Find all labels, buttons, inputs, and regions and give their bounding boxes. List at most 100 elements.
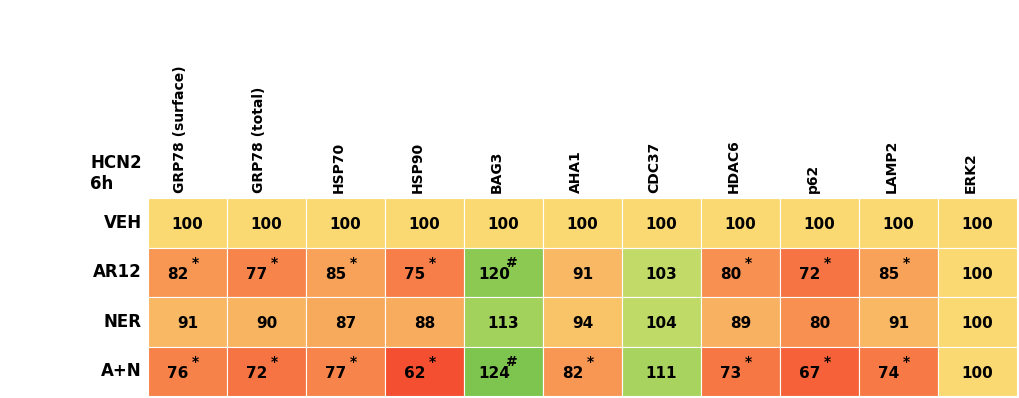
Text: 72: 72 bbox=[799, 267, 820, 282]
Text: 100: 100 bbox=[961, 217, 993, 232]
Bar bbox=[780, 248, 858, 297]
Bar bbox=[464, 347, 542, 396]
Text: 74: 74 bbox=[877, 366, 899, 381]
Text: *: * bbox=[428, 256, 435, 270]
Text: VEH: VEH bbox=[104, 214, 142, 232]
Text: HSP90: HSP90 bbox=[410, 142, 424, 193]
Text: 72: 72 bbox=[247, 366, 267, 381]
Bar bbox=[227, 347, 306, 396]
Bar bbox=[148, 347, 227, 396]
Text: 100: 100 bbox=[251, 217, 282, 232]
Text: *: * bbox=[271, 256, 278, 270]
Text: 100: 100 bbox=[961, 267, 993, 282]
Text: p62: p62 bbox=[805, 164, 818, 193]
Text: 77: 77 bbox=[325, 366, 346, 381]
Text: 91: 91 bbox=[888, 316, 908, 331]
Bar bbox=[858, 347, 937, 396]
Text: GRP78 (surface): GRP78 (surface) bbox=[173, 65, 187, 193]
Text: ERK2: ERK2 bbox=[963, 152, 976, 193]
Bar bbox=[464, 198, 542, 248]
Text: *: * bbox=[428, 355, 435, 369]
Text: 124: 124 bbox=[478, 366, 510, 381]
Text: AR12: AR12 bbox=[93, 263, 142, 281]
Text: 77: 77 bbox=[247, 267, 267, 282]
Bar bbox=[937, 297, 1016, 347]
Text: CDC37: CDC37 bbox=[647, 142, 661, 193]
Text: 91: 91 bbox=[572, 267, 592, 282]
Text: 100: 100 bbox=[567, 217, 598, 232]
Text: #: # bbox=[505, 355, 517, 369]
Text: 67: 67 bbox=[799, 366, 820, 381]
Bar bbox=[542, 248, 622, 297]
Text: *: * bbox=[350, 355, 357, 369]
Text: 88: 88 bbox=[414, 316, 435, 331]
Text: HSP70: HSP70 bbox=[331, 142, 345, 193]
Text: 82: 82 bbox=[167, 267, 189, 282]
Text: 91: 91 bbox=[176, 316, 198, 331]
Bar bbox=[306, 248, 384, 297]
Text: GRP78 (total): GRP78 (total) bbox=[253, 87, 266, 193]
Bar bbox=[542, 297, 622, 347]
Text: 104: 104 bbox=[645, 316, 677, 331]
Text: 80: 80 bbox=[808, 316, 829, 331]
Text: 76: 76 bbox=[167, 366, 189, 381]
Bar bbox=[622, 297, 700, 347]
Text: 120: 120 bbox=[478, 267, 510, 282]
Bar bbox=[937, 347, 1016, 396]
Text: *: * bbox=[586, 355, 593, 369]
Bar bbox=[306, 297, 384, 347]
Text: LAMP2: LAMP2 bbox=[883, 140, 898, 193]
Bar bbox=[148, 248, 227, 297]
Bar bbox=[858, 248, 937, 297]
Bar bbox=[148, 198, 227, 248]
Text: *: * bbox=[192, 355, 199, 369]
Text: 111: 111 bbox=[645, 366, 677, 381]
Bar bbox=[306, 347, 384, 396]
Text: 100: 100 bbox=[409, 217, 440, 232]
Bar bbox=[542, 347, 622, 396]
Text: *: * bbox=[902, 355, 909, 369]
Bar bbox=[384, 297, 464, 347]
Bar bbox=[700, 297, 780, 347]
Text: 100: 100 bbox=[329, 217, 361, 232]
Text: 80: 80 bbox=[719, 267, 741, 282]
Text: *: * bbox=[271, 355, 278, 369]
Text: 113: 113 bbox=[487, 316, 519, 331]
Text: 100: 100 bbox=[961, 366, 993, 381]
Text: 100: 100 bbox=[881, 217, 913, 232]
Bar bbox=[622, 248, 700, 297]
Text: 100: 100 bbox=[803, 217, 835, 232]
Text: *: * bbox=[902, 256, 909, 270]
Bar bbox=[700, 347, 780, 396]
Bar bbox=[306, 198, 384, 248]
Text: 73: 73 bbox=[719, 366, 741, 381]
Text: *: * bbox=[744, 355, 751, 369]
Text: 100: 100 bbox=[723, 217, 756, 232]
Text: *: * bbox=[823, 355, 830, 369]
Text: AHA1: AHA1 bbox=[568, 150, 582, 193]
Text: 100: 100 bbox=[961, 316, 993, 331]
Text: A+N: A+N bbox=[101, 362, 142, 380]
Bar bbox=[937, 198, 1016, 248]
Text: HDAC6: HDAC6 bbox=[726, 139, 740, 193]
Bar bbox=[622, 347, 700, 396]
Text: 90: 90 bbox=[256, 316, 277, 331]
Text: 100: 100 bbox=[171, 217, 203, 232]
Bar bbox=[937, 248, 1016, 297]
Text: *: * bbox=[350, 256, 357, 270]
Bar bbox=[780, 297, 858, 347]
Text: 103: 103 bbox=[645, 267, 677, 282]
Text: 89: 89 bbox=[730, 316, 750, 331]
Bar bbox=[384, 248, 464, 297]
Bar bbox=[622, 198, 700, 248]
Bar bbox=[384, 198, 464, 248]
Bar bbox=[780, 198, 858, 248]
Bar bbox=[227, 198, 306, 248]
Bar bbox=[464, 297, 542, 347]
Bar bbox=[227, 297, 306, 347]
Text: BAG3: BAG3 bbox=[489, 150, 503, 193]
Text: 100: 100 bbox=[487, 217, 519, 232]
Text: 85: 85 bbox=[325, 267, 346, 282]
Text: 87: 87 bbox=[334, 316, 356, 331]
Text: *: * bbox=[823, 256, 830, 270]
